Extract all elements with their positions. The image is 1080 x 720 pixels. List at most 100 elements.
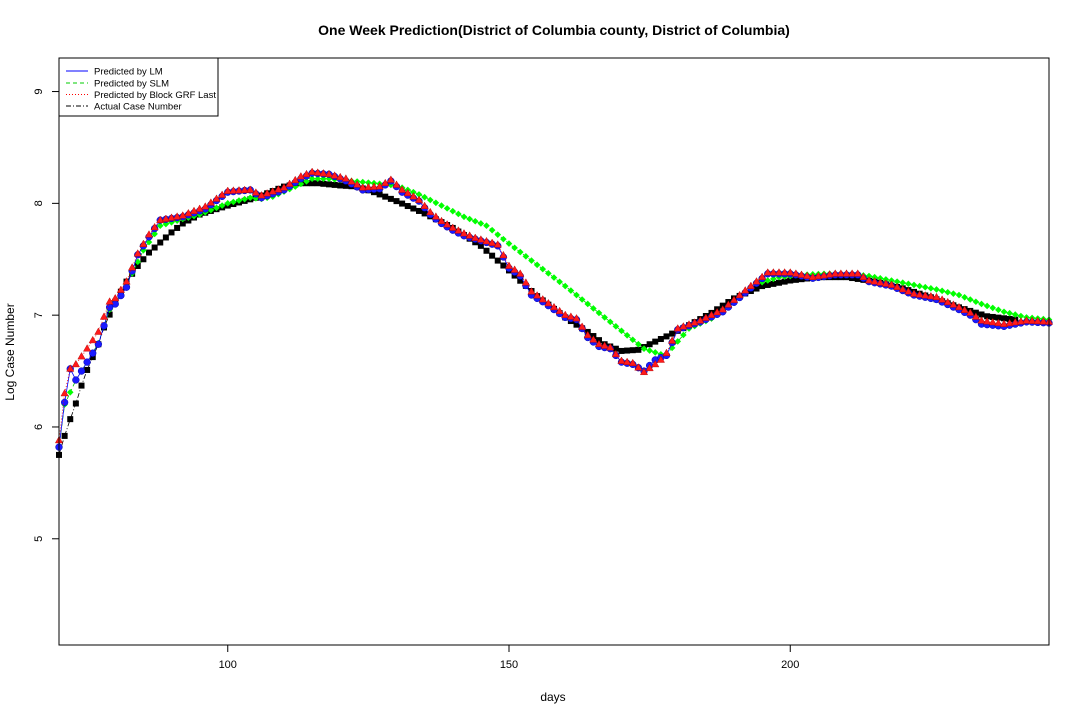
data-point — [538, 295, 547, 303]
data-point — [921, 283, 929, 291]
data-point — [140, 256, 147, 263]
data-point — [669, 330, 676, 337]
data-point — [679, 322, 688, 330]
data-point — [477, 242, 484, 249]
data-point — [612, 345, 619, 352]
data-point — [1016, 317, 1025, 325]
data-point — [628, 358, 637, 367]
legend: Predicted by LM Predicted by SLM Predict… — [58, 57, 219, 117]
data-point — [696, 316, 705, 324]
data-point — [303, 178, 310, 185]
data-point — [781, 278, 788, 285]
data-point — [713, 307, 722, 316]
data-point — [864, 276, 874, 284]
y-tick-label: 7 — [33, 312, 45, 318]
data-point — [533, 261, 541, 269]
data-point — [673, 324, 682, 332]
data-point — [888, 277, 895, 284]
data-point — [983, 317, 992, 325]
data-point — [611, 349, 620, 358]
data-point — [94, 340, 103, 348]
data-point — [359, 178, 367, 186]
data-point — [308, 175, 316, 183]
data-point — [909, 289, 919, 297]
data-point — [494, 257, 501, 264]
data-point — [162, 234, 169, 241]
data-point — [133, 249, 142, 257]
data-point — [94, 327, 103, 335]
data-point — [528, 257, 535, 264]
data-point — [978, 311, 985, 318]
data-point — [387, 195, 394, 202]
data-point — [189, 206, 199, 214]
data-point — [483, 247, 490, 254]
data-point — [961, 293, 968, 301]
chart-title: One Week Prediction(District of Columbia… — [318, 22, 790, 38]
data-point — [230, 198, 237, 206]
data-point — [416, 207, 422, 214]
data-point — [449, 207, 457, 215]
data-point — [724, 300, 733, 308]
data-point — [67, 416, 74, 423]
data-point — [382, 193, 389, 200]
data-point — [573, 291, 580, 299]
data-point — [224, 200, 232, 207]
data-point — [539, 265, 547, 273]
data-point — [977, 316, 986, 324]
data-point — [212, 194, 221, 202]
data-point — [516, 248, 524, 256]
data-point — [769, 268, 778, 276]
data-point — [1006, 309, 1013, 317]
data-point — [758, 272, 767, 280]
data-point — [505, 240, 513, 247]
data-point — [787, 277, 794, 284]
data-point — [635, 340, 642, 348]
data-point — [729, 295, 739, 303]
data-point — [72, 400, 79, 407]
data-point — [297, 180, 305, 188]
data-point — [561, 282, 569, 290]
data-point — [313, 168, 322, 176]
data-point — [178, 211, 187, 219]
data-point — [99, 312, 109, 320]
data-point — [365, 179, 372, 186]
data-point — [656, 355, 665, 363]
data-point — [438, 202, 445, 209]
data-point — [426, 196, 434, 204]
data-point — [116, 285, 125, 293]
data-point — [460, 213, 468, 221]
data-point — [184, 209, 193, 217]
data-point — [776, 279, 782, 286]
data-point — [426, 207, 435, 216]
data-point — [399, 200, 406, 207]
data-point — [954, 302, 964, 311]
data-point — [488, 238, 497, 246]
data-point — [483, 222, 490, 230]
axis-ticks: 100 150 200 5 6 7 8 9 — [33, 88, 799, 671]
data-point — [179, 220, 186, 227]
data-point — [77, 352, 86, 360]
data-point — [932, 292, 941, 301]
data-point — [111, 293, 120, 302]
data-point — [510, 265, 519, 273]
data-point — [235, 197, 243, 204]
data-point — [950, 290, 957, 297]
data-point — [927, 285, 935, 292]
data-point — [213, 204, 220, 212]
data-point — [314, 175, 322, 183]
data-point — [899, 279, 907, 287]
data-point — [415, 191, 423, 198]
data-point — [663, 333, 670, 340]
data-point — [624, 347, 631, 354]
data-point — [326, 181, 332, 188]
data-point — [161, 214, 170, 222]
data-point — [578, 322, 587, 330]
data-point — [500, 262, 507, 269]
data-point — [595, 309, 603, 317]
data-point — [640, 345, 648, 353]
data-point — [639, 367, 649, 375]
data-point — [876, 278, 885, 286]
data-point — [606, 343, 615, 351]
data-point — [662, 348, 671, 356]
